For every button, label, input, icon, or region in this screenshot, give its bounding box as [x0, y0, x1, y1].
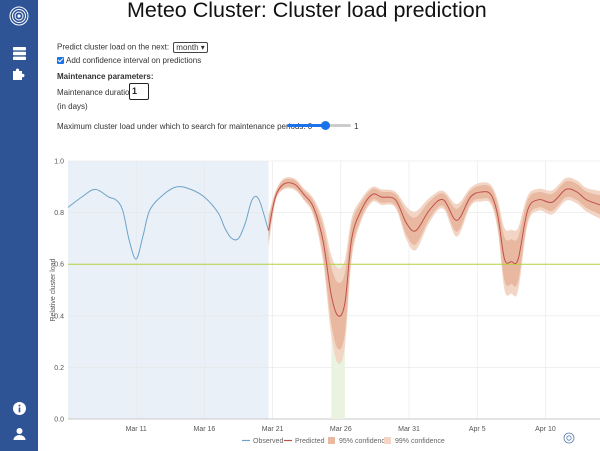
x-tick-label: Mar 26: [330, 426, 352, 433]
duration-input[interactable]: 1: [129, 83, 149, 100]
x-tick-label: Mar 31: [398, 426, 420, 433]
logo-icon[interactable]: [9, 6, 29, 26]
slider-thumb[interactable]: [321, 121, 331, 130]
database-icon[interactable]: [9, 43, 29, 63]
series-line-predicted: [268, 182, 600, 317]
legend-label: Predicted: [295, 438, 325, 445]
y-tick-label: 0.0: [54, 417, 64, 424]
confidence-label: Add confidence interval on predictions: [66, 56, 202, 65]
chart-logo-icon-inner: [566, 435, 572, 441]
page-title: Meteo Cluster: Cluster load prediction: [127, 0, 487, 22]
confidence-row: Add confidence interval on predictions: [57, 56, 201, 65]
legend-label: 95% confidence: [339, 438, 389, 445]
y-tick-label: 1.0: [54, 159, 64, 166]
info-icon[interactable]: [9, 398, 29, 418]
sidebar: [0, 0, 38, 451]
confidence-checkbox[interactable]: [57, 57, 64, 65]
chevron-down-icon: ▾: [200, 43, 205, 52]
x-tick-label: Apr 5: [469, 426, 486, 433]
duration-unit: (in days): [57, 102, 88, 111]
predict-select[interactable]: month ▾: [173, 42, 208, 53]
confidence-95-band: [268, 178, 600, 350]
chart-logo-icon: [563, 432, 575, 444]
slider-fill: [287, 124, 326, 127]
y-tick-label: 0.8: [54, 210, 64, 217]
max-load-max: 1: [354, 122, 359, 131]
load-chart: 0.0 0.2 0.4 0.6 0.8 1.0 Mar 11 Mar 16 Mar 21 Mar …: [50, 159, 600, 445]
predict-row: Predict cluster load on the next: month …: [57, 42, 208, 53]
predict-label: Predict cluster load on the next:: [57, 42, 170, 52]
max-load-slider[interactable]: [287, 121, 351, 130]
x-tick-label: Mar 11: [126, 426, 147, 433]
legend-label: Observed: [253, 438, 283, 445]
y-axis-label: Relative cluster load: [50, 258, 57, 321]
x-tick-label: Apr 10: [535, 426, 556, 433]
puzzle-icon[interactable]: [9, 64, 29, 84]
legend-swatch: [384, 437, 391, 444]
x-tick-label: Mar 16: [194, 426, 216, 433]
max-load-label: Maximum cluster load under which to sear…: [57, 122, 313, 131]
user-icon[interactable]: [9, 423, 29, 443]
series-line-observed: [67, 186, 270, 260]
maintenance-heading: Maintenance parameters:: [57, 72, 154, 81]
observed-region: [68, 161, 269, 419]
y-tick-label: 0.4: [54, 313, 64, 320]
legend-label: 99% confidence: [395, 438, 445, 445]
y-tick-label: 0.6: [54, 262, 64, 269]
legend-swatch: [328, 437, 335, 444]
predict-select-value: month: [176, 43, 199, 52]
confidence-99-band: [268, 177, 600, 364]
y-tick-label: 0.2: [54, 365, 64, 372]
duration-label: Maintenance duration:: [57, 88, 137, 97]
x-tick-label: Mar 21: [262, 426, 284, 433]
